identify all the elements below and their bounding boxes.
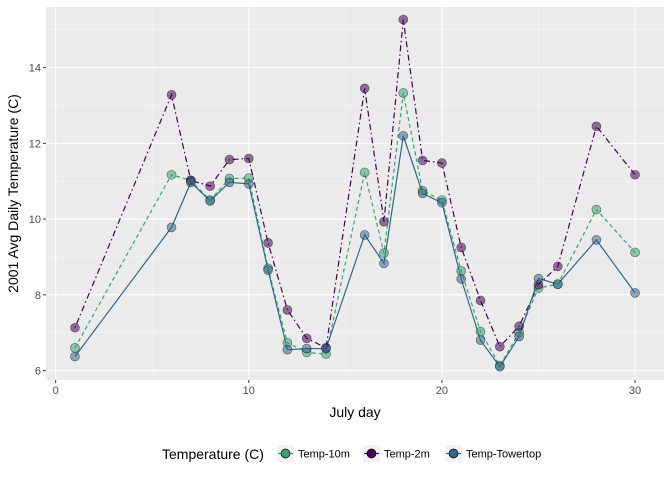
y-axis: 6 8 10 12 14 [29,63,46,378]
data-point-temp-towertop [224,177,235,188]
x-tick-label: 20 [436,385,448,397]
data-point-temp-2m [417,155,428,166]
legend-title: Temperature (C) [162,446,264,462]
data-point-temp-2m [475,295,486,306]
y-tick-label: 6 [35,366,41,378]
data-point-temp-2m [166,90,177,100]
data-point-temp-towertop [533,273,544,284]
data-point-temp-towertop [552,279,563,289]
data-point-temp-2m [243,153,254,164]
plot-background [46,7,664,380]
y-tick-label: 10 [29,214,41,226]
x-tick-label: 0 [53,385,59,397]
data-point-temp-towertop [301,343,312,354]
data-point-temp-2m [379,216,389,227]
data-point-temp-towertop [398,130,409,141]
x-tick-label: 10 [243,385,255,397]
legend-entry-temp-2m: Temp-2m [363,445,430,462]
legend-entry-temp-10m: Temp-10m [277,445,350,462]
y-tick-label: 8 [35,290,41,302]
data-point-temp-2m [398,14,409,25]
data-point-temp-10m [630,247,640,258]
data-point-temp-2m [514,321,524,332]
data-point-temp-2m [205,181,215,191]
data-point-temp-towertop [205,196,215,206]
data-point-temp-10m [475,326,486,337]
data-point-temp-2m [224,154,235,165]
data-point-temp-10m [398,88,409,98]
data-point-temp-towertop [495,361,505,372]
data-point-temp-10m [456,266,467,276]
y-tick-label: 14 [29,63,41,75]
data-point-temp-2m [495,341,505,352]
legend-label: Temp-2m [384,449,430,461]
data-point-temp-2m [263,238,273,248]
data-point-temp-10m [70,343,80,353]
data-point-temp-2m [552,261,563,272]
data-point-temp-towertop [70,351,80,362]
data-point-temp-10m [166,169,177,180]
data-point-temp-towertop [456,274,467,284]
legend-entry-temp-towertop: Temp-Towertop [445,445,541,462]
data-point-temp-towertop [321,343,331,354]
data-point-temp-10m [379,248,389,258]
data-point-temp-towertop [437,197,447,208]
data-point-temp-2m [437,158,447,168]
data-point-temp-2m [591,121,602,132]
legend-key-marker [280,448,291,459]
data-point-temp-2m [282,305,293,315]
legend: Temperature (C) Temp-10m Temp-2m Temp-Towe… [162,445,541,462]
y-tick-label: 12 [29,138,41,150]
data-point-temp-towertop [417,188,428,199]
x-axis-title: July day [329,404,380,420]
data-point-temp-towertop [379,258,389,269]
data-point-temp-2m [301,333,312,344]
data-point-temp-towertop [591,235,602,245]
data-point-temp-2m [456,242,467,253]
data-point-temp-10m [359,167,370,178]
data-point-temp-2m [630,169,640,180]
grid-major [46,7,664,380]
legend-key-marker [366,448,377,459]
data-point-temp-towertop [359,230,370,240]
y-axis-title: 2001 Avg Daily Temperature (C) [5,94,21,293]
data-point-temp-10m [591,204,602,215]
data-point-temp-towertop [282,344,293,355]
data-point-temp-towertop [166,222,177,233]
legend-key-marker [448,448,459,459]
x-tick-label: 30 [629,385,641,397]
data-point-temp-towertop [514,331,524,342]
legend-label: Temp-Towertop [466,449,541,461]
data-point-temp-2m [70,322,80,333]
data-point-temp-towertop [263,265,273,275]
data-point-temp-2m [359,83,370,94]
data-point-temp-towertop [186,177,196,188]
series-points [70,14,640,372]
x-axis: 0 10 20 30 [53,380,641,397]
legend-label: Temp-10m [298,449,350,461]
data-point-temp-towertop [243,179,254,189]
data-point-temp-towertop [475,335,486,346]
data-point-temp-towertop [630,288,640,298]
